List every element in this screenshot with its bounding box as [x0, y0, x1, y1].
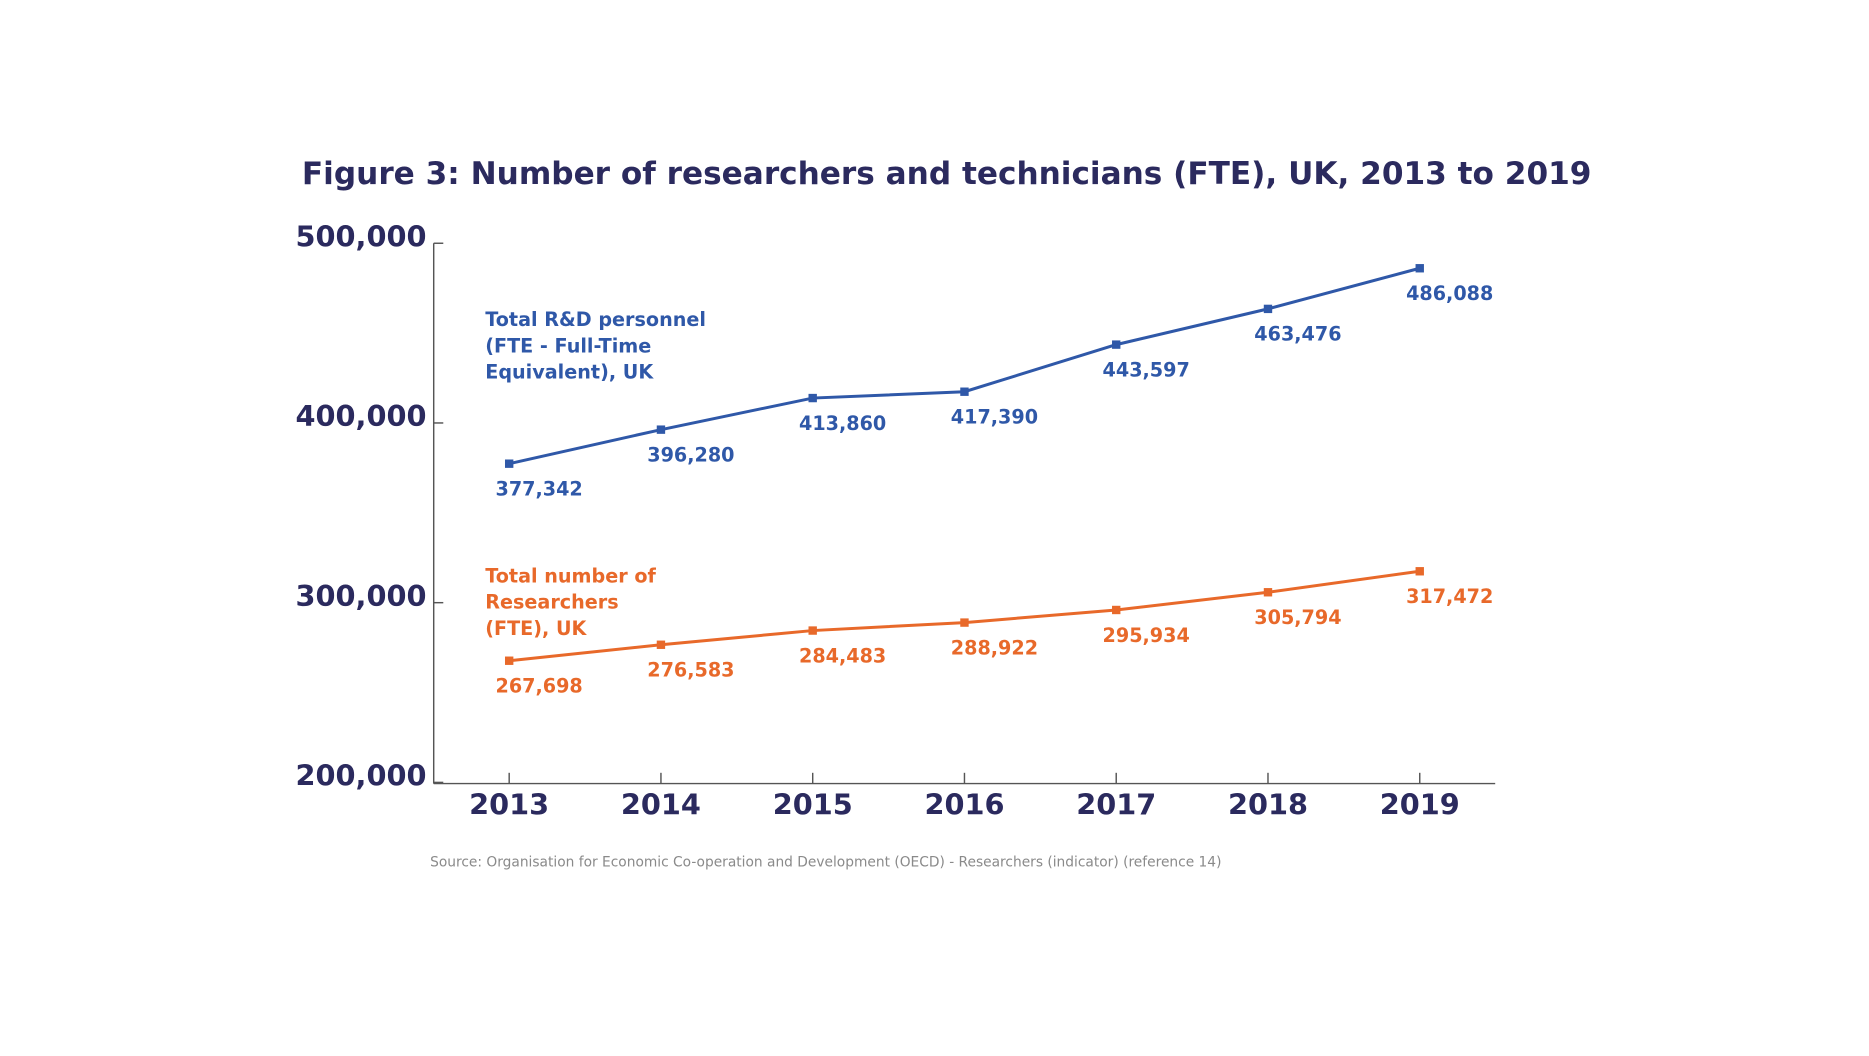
- data-point: [656, 640, 666, 649]
- x-tick-label: 2019: [1380, 787, 1460, 821]
- data-label: 276,583: [647, 659, 734, 682]
- data-point: [656, 425, 666, 434]
- y-tick-label: 500,000: [296, 219, 427, 253]
- x-tick-label: 2013: [469, 787, 549, 821]
- data-label: 486,088: [1406, 282, 1493, 305]
- data-point: [504, 656, 514, 665]
- data-point: [808, 626, 817, 635]
- data-label: 377,342: [496, 478, 583, 501]
- legend-entry-box: Total number of Researchers (FTE), UK: [485, 564, 656, 640]
- x-tick-label: 2015: [773, 787, 853, 821]
- data-point: [1415, 264, 1424, 273]
- source-note: Source: Organisation for Economic Co-ope…: [430, 855, 1221, 871]
- y-tick-label: 200,000: [296, 759, 427, 793]
- data-label: 288,922: [951, 636, 1038, 659]
- x-tick-label: 2016: [924, 787, 1004, 821]
- data-label: 284,483: [799, 644, 886, 667]
- data-label: 443,597: [1103, 358, 1190, 381]
- y-tick-label: 400,000: [296, 399, 427, 433]
- data-point: [1415, 567, 1424, 576]
- x-tick-label: 2014: [621, 787, 701, 821]
- data-label: 413,860: [799, 412, 886, 435]
- data-label: 305,794: [1254, 606, 1341, 629]
- data-point: [1112, 605, 1121, 615]
- data-point: [1112, 340, 1121, 349]
- data-point: [960, 387, 969, 396]
- x-tick-label: 2017: [1076, 787, 1156, 821]
- data-label: 396,280: [647, 444, 734, 467]
- y-tick-label: 300,000: [296, 579, 427, 613]
- data-label: 267,698: [496, 675, 583, 698]
- legend-entry-box: Total R&D personnel (FTE - Full-Time Equ…: [485, 307, 706, 384]
- data-label: 295,934: [1103, 624, 1190, 647]
- data-point: [504, 459, 514, 468]
- chart-title: Figure 3: Number of researchers and tech…: [302, 156, 1592, 192]
- data-label: 317,472: [1406, 585, 1493, 608]
- legend-entry: Total R&D personnel (FTE - Full-Time Equ…: [485, 307, 706, 384]
- data-point: [1263, 588, 1273, 597]
- data-label: 417,390: [951, 406, 1038, 429]
- data-point: [960, 618, 969, 627]
- data-point: [808, 393, 817, 403]
- data-point: [1263, 304, 1273, 314]
- legend-entry: Total number of Researchers (FTE), UK: [485, 564, 656, 640]
- data-label: 463,476: [1254, 323, 1341, 346]
- x-tick-label: 2018: [1228, 787, 1308, 821]
